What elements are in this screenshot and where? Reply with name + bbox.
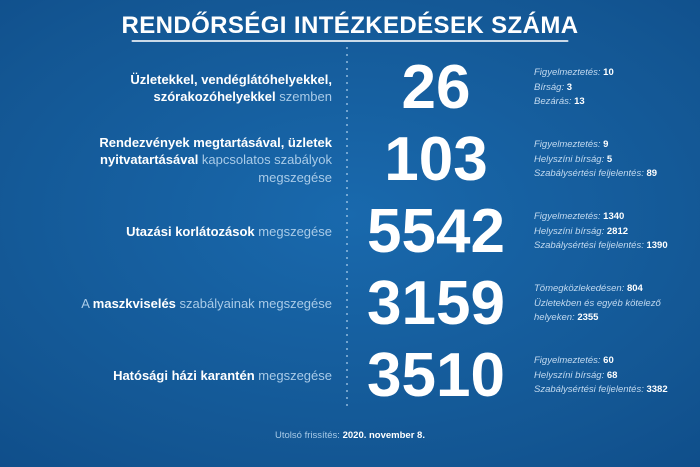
title-underline — [131, 40, 569, 42]
measure-label-part: szemben — [275, 89, 332, 104]
measure-count: 5542 — [367, 197, 505, 266]
breakdown-stat-value: 5 — [606, 153, 613, 165]
breakdown-stat: Helyszíni bírság: 5 — [534, 153, 700, 168]
breakdown-stat-value: 60 — [603, 354, 614, 366]
measure-count: 3159 — [367, 269, 505, 338]
breakdown-stat-value: 2355 — [577, 312, 599, 324]
page-title: RENDŐRSÉGI INTÉZKEDÉSEK SZÁMA — [121, 12, 579, 39]
breakdown-stat: Helyszíni bírság: 2812 — [534, 225, 700, 240]
measure-label-part: Utazási korlátozások — [126, 224, 255, 240]
breakdown-stat: Helyszíni bírság: 68 — [534, 369, 700, 384]
last-updated-label: Utolsó frissítés: — [275, 430, 340, 441]
measure-breakdown: Tömegközlekedésen: 804 Üzletekben és egyé… — [524, 282, 700, 326]
breakdown-stat-label: Szabálysértési feljelentés: — [534, 240, 647, 252]
last-updated-value: 2020. november 8. — [342, 430, 425, 441]
measure-label-part: Rendezvények megtartásával, üzletek nyit… — [99, 135, 332, 168]
breakdown-stat-value: 89 — [646, 168, 658, 180]
measures-list: Üzletekkel, vendéglátóhelyekkel, szórako… — [0, 52, 700, 412]
measure-breakdown: Figyelmeztetés: 60 Helyszíni bírság: 68 Sz… — [524, 354, 700, 398]
breakdown-stat: Szabálysértési feljelentés: 3382 — [534, 383, 700, 398]
breakdown-stat-label: Figyelmeztetés: — [534, 66, 604, 78]
measure-label-part: Hatósági házi karantén — [113, 368, 255, 384]
breakdown-stat-label: Figyelmeztetés: — [534, 354, 604, 366]
measure-breakdown: Figyelmeztetés: 10 Bírság: 3 Bezárás: 13 — [524, 66, 700, 110]
breakdown-stat-label: Szabálysértési feljelentés: — [534, 384, 647, 396]
breakdown-stat-value: 13 — [574, 96, 585, 108]
breakdown-stat-value: 1390 — [646, 240, 668, 252]
breakdown-stat: Üzletekben és egyéb kötelező helyeken: 2… — [534, 297, 700, 326]
breakdown-stat: Tömegközlekedésen: 804 — [534, 282, 700, 297]
breakdown-stat-label: Tömegközlekedésen: — [534, 282, 627, 294]
measure-label-part: megszegése — [254, 224, 332, 240]
measure-label-part: kapcsolatos szabályok megszegése — [198, 152, 332, 185]
breakdown-stat-value: 3382 — [646, 384, 668, 396]
vertical-dotted-divider — [346, 47, 348, 410]
breakdown-stat-label: Szabálysértési feljelentés: — [534, 168, 647, 180]
measure-label-part: A — [81, 296, 93, 312]
measure-count: 3510 — [367, 341, 505, 410]
breakdown-stat-value: 68 — [606, 369, 618, 381]
measure-label-part: szabályainak megszegése — [175, 296, 332, 312]
measure-row: Üzletekkel, vendéglátóhelyekkel, szórako… — [0, 52, 700, 124]
measure-label: Üzletekkel, vendéglátóhelyekkel, szórako… — [54, 71, 332, 105]
measure-row: Utazási korlátozások megszegése 5542 Fig… — [0, 196, 700, 268]
breakdown-stat: Szabálysértési feljelentés: 1390 — [534, 239, 700, 254]
measure-label-part: megszegése — [254, 368, 332, 384]
measure-label: A maszkviselés szabályainak megszegése — [54, 295, 332, 312]
breakdown-stat-label: Helyszíni bírság: — [534, 225, 607, 237]
breakdown-stat: Figyelmeztetés: 60 — [534, 354, 700, 369]
breakdown-stat-label: Bírság: — [534, 81, 567, 93]
breakdown-stat: Szabálysértési feljelentés: 89 — [534, 167, 700, 182]
breakdown-stat-value: 2812 — [606, 225, 629, 237]
breakdown-stat-label: Helyszíni bírság: — [534, 153, 607, 165]
breakdown-stat-label: Figyelmeztetés: — [534, 138, 604, 150]
breakdown-stat-value: 804 — [626, 282, 643, 294]
breakdown-stat: Figyelmeztetés: 1340 — [534, 210, 700, 225]
measure-count: 103 — [384, 125, 488, 194]
breakdown-stat: Figyelmeztetés: 9 — [534, 138, 700, 153]
breakdown-stat-label: Figyelmeztetés: — [534, 210, 604, 222]
breakdown-stat: Bírság: 3 — [534, 81, 700, 96]
breakdown-stat: Bezárás: 13 — [534, 95, 700, 110]
breakdown-stat-label: Helyszíni bírság: — [534, 369, 607, 381]
measure-count: 26 — [401, 53, 471, 122]
breakdown-stat: Figyelmeztetés: 10 — [534, 66, 700, 81]
breakdown-stat-label: Üzletekben és egyéb kötelező helyeken: — [534, 297, 661, 324]
breakdown-stat-value: 9 — [603, 138, 609, 150]
measure-breakdown: Figyelmeztetés: 9 Helyszíni bírság: 5 Szab… — [524, 138, 700, 182]
breakdown-stat-value: 3 — [566, 81, 573, 93]
measure-label-part: maszkviselés — [92, 296, 176, 312]
breakdown-stat-value: 1340 — [603, 210, 625, 222]
measure-breakdown: Figyelmeztetés: 1340 Helyszíni bírság: 28… — [524, 210, 700, 254]
measure-label: Hatósági házi karantén megszegése — [54, 367, 332, 384]
measure-label-part: Üzletekkel, vendéglátóhelyekkel, szórako… — [130, 71, 332, 104]
measure-row: Rendezvények megtartásával, üzletek nyit… — [0, 124, 700, 196]
measure-label: Rendezvények megtartásával, üzletek nyit… — [54, 134, 332, 185]
measure-label: Utazási korlátozások megszegése — [54, 223, 332, 240]
breakdown-stat-value: 10 — [603, 66, 614, 78]
measure-row: Hatósági házi karantén megszegése 3510 F… — [0, 340, 700, 412]
measure-row: A maszkviselés szabályainak megszegése 3… — [0, 268, 700, 340]
breakdown-stat-label: Bezárás: — [534, 96, 575, 108]
last-updated: Utolsó frissítés: 2020. november 8. — [0, 430, 700, 441]
